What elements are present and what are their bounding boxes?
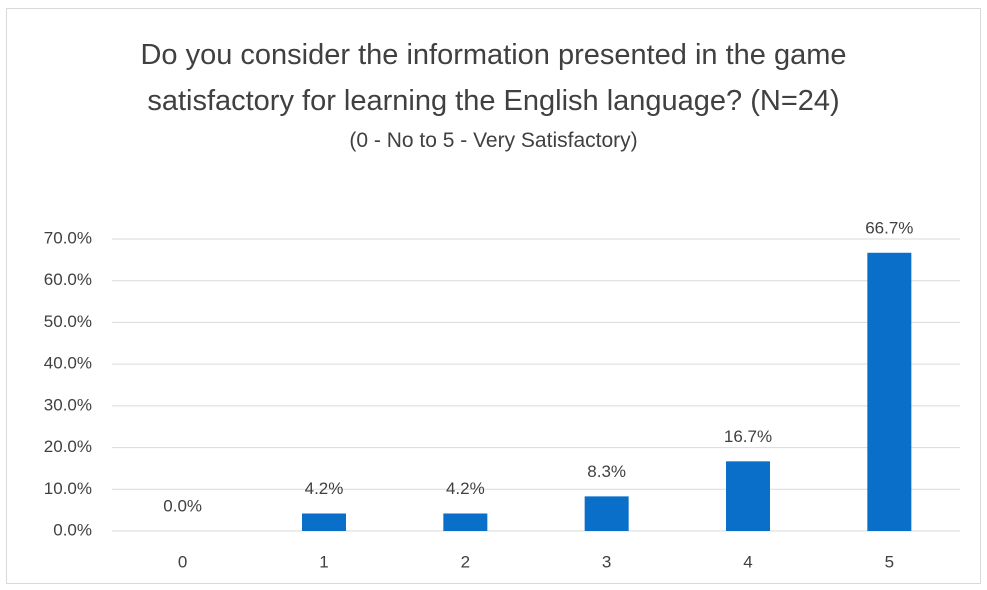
chart-title: Do you consider the information presente… [140, 39, 847, 117]
bar [584, 496, 629, 531]
bar [726, 461, 770, 531]
data-label: 4.2% [446, 479, 485, 498]
y-tick-label: 30.0% [44, 395, 92, 414]
data-label: 4.2% [305, 479, 344, 498]
x-tick-label: 5 [885, 552, 894, 571]
y-tick-label: 20.0% [44, 437, 92, 456]
x-tick-label: 4 [743, 552, 752, 571]
y-tick-label: 40.0% [44, 354, 92, 373]
data-label: 66.7% [865, 218, 913, 237]
bar [302, 513, 346, 531]
y-tick-label: 50.0% [44, 312, 92, 331]
chart-border [6, 8, 981, 584]
title-block: Do you consider the information presente… [0, 32, 987, 156]
bar [443, 513, 488, 531]
y-tick-label: 0.0% [53, 520, 92, 539]
chart-subtitle: (0 - No to 5 - Very Satisfactory) [349, 129, 638, 152]
x-tick-label: 3 [602, 552, 611, 571]
data-label: 8.3% [587, 462, 626, 481]
y-tick-label: 10.0% [44, 479, 92, 498]
data-label: 0.0% [163, 496, 202, 515]
bar [867, 252, 912, 531]
x-tick-label: 0 [178, 552, 187, 571]
data-label: 16.7% [724, 427, 772, 446]
x-tick-label: 2 [461, 552, 470, 571]
y-tick-label: 60.0% [44, 270, 92, 289]
x-tick-label: 1 [319, 552, 328, 571]
y-tick-label: 70.0% [44, 228, 92, 247]
